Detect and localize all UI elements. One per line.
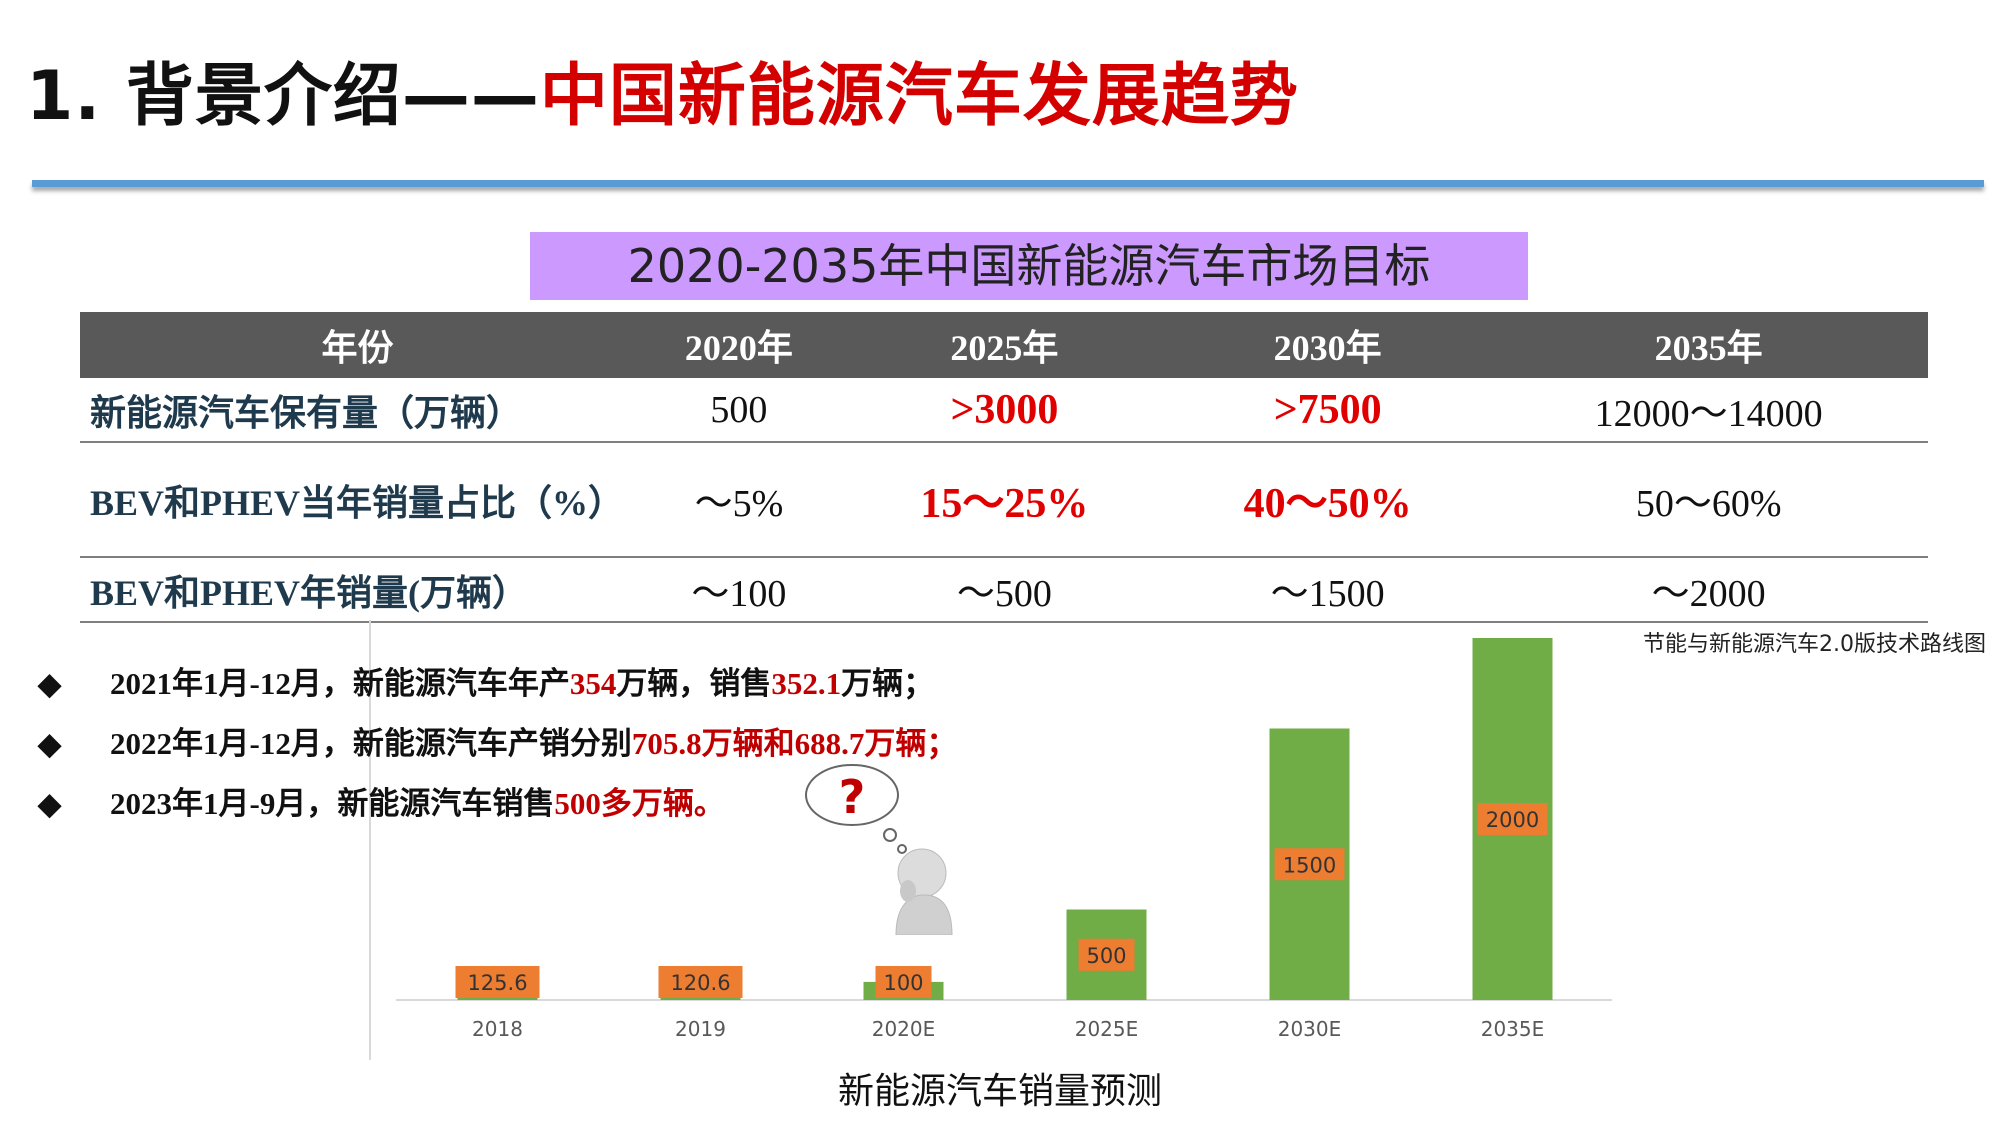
data-label: 100 [883,971,923,995]
header-cell: 2025年 [842,312,1167,378]
x-tick-label: 2030E [1278,1017,1342,1041]
bullet-number: 352.1 [771,666,842,701]
data-label-box [455,966,540,998]
bullet-text: 2022年1月-12月，新能源汽车产销分别 [110,726,632,761]
page-title: 1. 背景介绍——中国新能源汽车发展趋势 [26,40,1299,139]
data-label-box [1274,848,1345,881]
data-label: 120.6 [670,971,730,995]
thought-dot [883,828,897,842]
bullet-text: 2023年1月-9月，新能源汽车销售 [110,786,555,821]
tick-labels-group: 2018 2019 2020E 2025E 2030E 2035E [472,1017,1544,1041]
title-prefix: 1. 背景介绍—— [26,57,540,136]
header-cell: 年份 [80,312,635,378]
data-label-box [658,966,743,998]
table-row: BEV和PHEV年销量(万辆） ～100 ～500 ～1500 ～2000 [80,557,1928,623]
table-row: 新能源汽车保有量（万辆） 500 >3000 >7500 12000～14000 [80,378,1928,443]
diamond-bullet-icon: ◆ [38,668,62,701]
bullet-number: 705.8万辆和688.7万辆； [631,726,958,761]
row-label: 新能源汽车保有量（万辆） [80,378,635,443]
thinking-person-icon: ? [805,764,953,935]
table-header-row: 年份 2020年 2025年 2030年 2035年 [80,312,1928,378]
table-cell: >7500 [1166,378,1490,443]
table-cell: ～1500 [1166,557,1490,623]
header-cell: 2020年 [635,312,843,378]
data-label: 125.6 [467,971,527,995]
data-label: 500 [1086,944,1126,968]
table-row: BEV和PHEV当年销量占比（%） ～5% 15～25% 40～50% 50～6… [80,442,1928,558]
title-main: 中国新能源汽车发展趋势 [539,57,1299,136]
data-label-box [875,966,932,998]
x-tick-label: 2035E [1481,1017,1545,1041]
bullet-item: ◆ 2021年1月-12月，新能源汽车年产354万辆，销售352.1万辆； [38,660,957,720]
table-cell: 15～25% [842,442,1167,558]
title-divider [32,180,1984,187]
data-label: 2000 [1486,808,1539,832]
x-tick-label: 2020E [872,1017,936,1041]
table-cell: 500 [635,378,843,443]
data-label-box [1477,803,1548,835]
question-mark-icon: ? [839,770,866,824]
table-banner: 2020-2035年中国新能源汽车市场目标 [530,232,1528,300]
bullet-list: ◆ 2021年1月-12月，新能源汽车年产354万辆，销售352.1万辆； ◆ 20… [38,660,957,840]
x-tick-label: 2025E [1075,1017,1139,1041]
bullet-item: ◆ 2022年1月-12月，新能源汽车产销分别705.8万辆和688.7万辆； [38,720,957,780]
thought-dot [897,844,907,854]
data-labels-group: 125.6 120.6 100 500 1500 2000 [455,803,1548,998]
table-cell: ～100 [635,557,843,623]
bullet-number: 354 [569,666,617,701]
diamond-bullet-icon: ◆ [38,728,62,761]
person-body [895,894,953,935]
row-label: BEV和PHEV年销量(万辆） [80,557,635,623]
x-tick-label: 2018 [472,1017,523,1041]
bullet-number: 500多万辆。 [554,786,725,821]
table-cell: >3000 [842,378,1167,443]
table-cell: 50～60% [1489,442,1928,558]
data-label-box [1078,938,1135,971]
person-hand [900,880,916,902]
table-cell: ～2000 [1489,557,1928,623]
data-label: 1500 [1283,853,1336,877]
table-cell: ～500 [842,557,1167,623]
bullet-text: 万辆，销售 [616,666,772,701]
row-label: BEV和PHEV当年销量占比（%） [80,442,635,558]
targets-table: 年份 2020年 2025年 2030年 2035年 新能源汽车保有量（万辆） … [80,312,1928,623]
header-cell: 2030年 [1166,312,1490,378]
thought-bubble-icon [805,764,899,826]
bullet-text: 万辆； [841,666,935,701]
source-note: 节能与新能源汽车2.0版技术路线图 [1643,632,1986,657]
table-cell: 12000～14000 [1489,378,1928,443]
chart-title: 新能源汽车销量预测 [837,1071,1162,1112]
diamond-bullet-icon: ◆ [38,788,62,821]
bullet-item: ◆ 2023年1月-9月，新能源汽车销售500多万辆。 [38,780,957,840]
table-cell: 40～50% [1166,442,1490,558]
x-tick-label: 2019 [675,1017,726,1041]
bullet-text: 2021年1月-12月，新能源汽车年产 [110,666,570,701]
header-cell: 2035年 [1489,312,1928,378]
table-cell: ～5% [635,442,843,558]
